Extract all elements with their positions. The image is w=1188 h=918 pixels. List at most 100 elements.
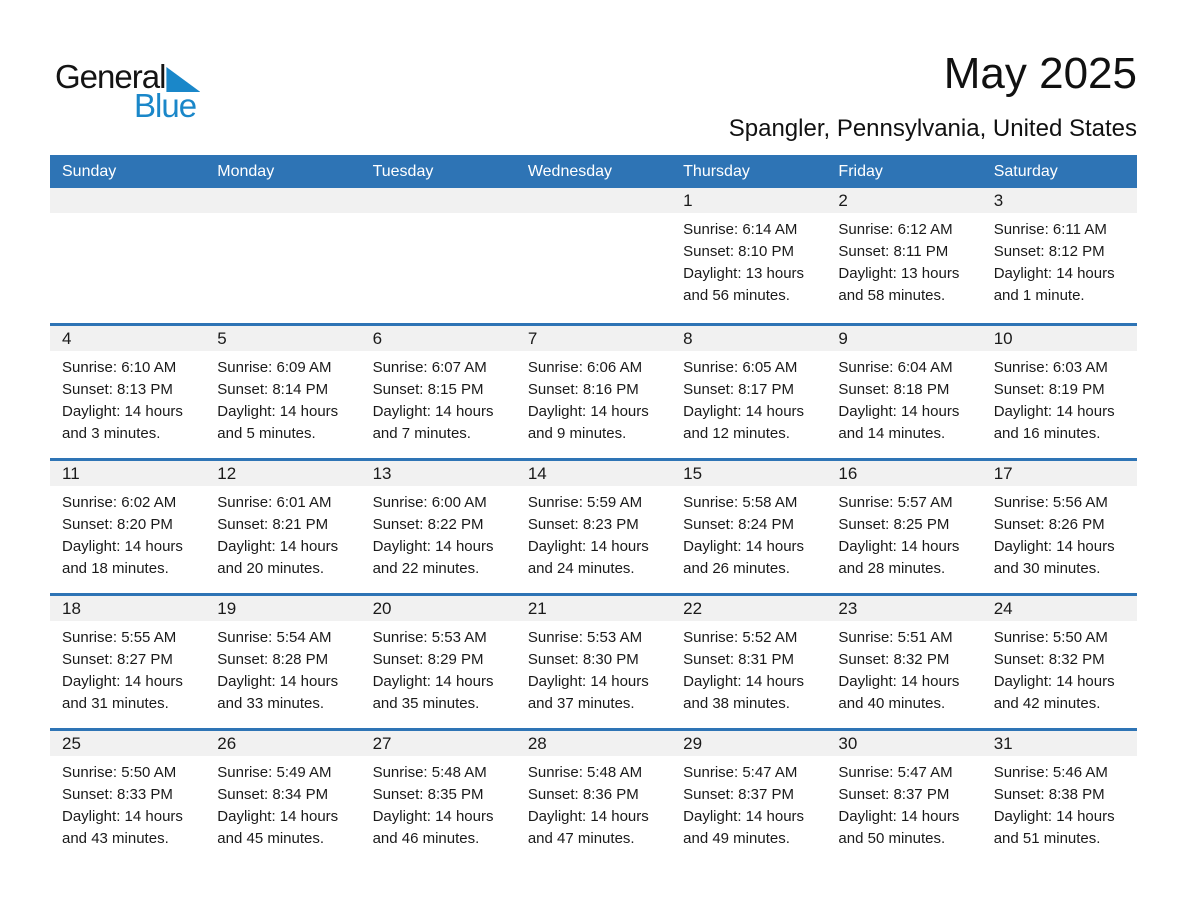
sunrise-text: Sunrise: 5:47 AM xyxy=(838,764,953,781)
sunrise-text: Sunrise: 6:10 AM xyxy=(62,359,177,376)
day-number: 22 xyxy=(671,596,827,621)
day-cell-19: 19 Sunrise: 5:54 AM Sunset: 8:28 PM Dayligh… xyxy=(205,596,361,728)
daylight-text-line2: and 18 minutes. xyxy=(62,560,169,577)
day-details: Sunrise: 5:58 AM Sunset: 8:24 PM Daylight:… xyxy=(671,486,826,580)
day-number: 19 xyxy=(205,596,361,621)
day-number: 20 xyxy=(360,596,516,621)
week-row-2: 4 Sunrise: 6:10 AM Sunset: 8:13 PM Daylight… xyxy=(50,323,1137,458)
day-details xyxy=(361,213,516,219)
sunrise-text: Sunrise: 5:48 AM xyxy=(372,764,487,781)
day-details: Sunrise: 5:55 AM Sunset: 8:27 PM Daylight:… xyxy=(50,621,205,715)
sunset-text: Sunset: 8:14 PM xyxy=(217,381,329,398)
daylight-text-line2: and 12 minutes. xyxy=(683,425,790,442)
day-details: Sunrise: 6:06 AM Sunset: 8:16 PM Daylight:… xyxy=(516,351,671,445)
daylight-text-line1: Daylight: 14 hours xyxy=(838,808,960,825)
day-number: 13 xyxy=(360,461,516,486)
day-details: Sunrise: 6:03 AM Sunset: 8:19 PM Daylight:… xyxy=(982,351,1137,445)
daylight-text-line1: Daylight: 14 hours xyxy=(993,538,1115,555)
sunrise-text: Sunrise: 5:48 AM xyxy=(527,764,643,781)
day-number: 11 xyxy=(50,461,206,486)
sunrise-text: Sunrise: 5:59 AM xyxy=(527,494,643,511)
sunset-text: Sunset: 8:24 PM xyxy=(683,516,795,533)
day-details: Sunrise: 5:47 AM Sunset: 8:37 PM Daylight:… xyxy=(826,756,981,850)
day-number xyxy=(50,188,206,213)
day-details: Sunrise: 6:11 AM Sunset: 8:12 PM Daylight:… xyxy=(982,213,1137,307)
day-number: 8 xyxy=(671,326,827,351)
sunrise-text: Sunrise: 5:56 AM xyxy=(993,494,1108,511)
day-number: 28 xyxy=(515,731,672,756)
daylight-text-line1: Daylight: 14 hours xyxy=(62,403,183,420)
day-details xyxy=(516,213,671,219)
day-details xyxy=(205,213,360,219)
daylight-text-line2: and 40 minutes. xyxy=(838,695,946,712)
sunset-text: Sunset: 8:31 PM xyxy=(683,651,795,668)
daylight-text-line2: and 38 minutes. xyxy=(683,695,790,712)
sunset-text: Sunset: 8:11 PM xyxy=(838,243,949,260)
daylight-text-line1: Daylight: 14 hours xyxy=(62,673,183,690)
day-cell-1: 1 Sunrise: 6:14 AM Sunset: 8:10 PM Daylight… xyxy=(671,188,827,323)
sunrise-text: Sunrise: 5:58 AM xyxy=(683,494,798,511)
sunset-text: Sunset: 8:38 PM xyxy=(993,786,1105,803)
sunset-text: Sunset: 8:33 PM xyxy=(62,786,173,803)
sunrise-text: Sunrise: 6:07 AM xyxy=(372,359,487,376)
daylight-text-line1: Daylight: 14 hours xyxy=(683,538,805,555)
day-cell-20: 20 Sunrise: 5:53 AM Sunset: 8:29 PM Dayligh… xyxy=(360,596,516,728)
sunrise-text: Sunrise: 6:05 AM xyxy=(683,359,798,376)
day-details: Sunrise: 5:51 AM Sunset: 8:32 PM Daylight:… xyxy=(826,621,981,715)
sunset-text: Sunset: 8:35 PM xyxy=(372,786,484,803)
weekday-header-sunday: Sunday xyxy=(62,162,117,180)
daylight-text-line1: Daylight: 14 hours xyxy=(372,403,494,420)
week-row-3: 11 Sunrise: 6:02 AM Sunset: 8:20 PM Dayligh… xyxy=(50,458,1137,593)
day-details: Sunrise: 5:53 AM Sunset: 8:30 PM Daylight:… xyxy=(516,621,671,715)
daylight-text-line2: and 5 minutes. xyxy=(217,425,316,442)
day-cell-29: 29 Sunrise: 5:47 AM Sunset: 8:37 PM Dayligh… xyxy=(671,731,827,863)
day-number: 25 xyxy=(50,731,206,756)
day-cell-30: 30 Sunrise: 5:47 AM Sunset: 8:37 PM Dayligh… xyxy=(826,731,982,863)
daylight-text-line2: and 26 minutes. xyxy=(683,560,790,577)
sunrise-text: Sunrise: 6:02 AM xyxy=(62,494,177,511)
day-number: 9 xyxy=(826,326,982,351)
day-number: 6 xyxy=(360,326,516,351)
daylight-text-line2: and 47 minutes. xyxy=(527,830,635,847)
sunrise-text: Sunrise: 5:46 AM xyxy=(993,764,1108,781)
day-details: Sunrise: 6:07 AM Sunset: 8:15 PM Daylight:… xyxy=(361,351,516,445)
day-cell-3: 3 Sunrise: 6:11 AM Sunset: 8:12 PM Daylight… xyxy=(981,188,1137,323)
day-cell-11: 11 Sunrise: 6:02 AM Sunset: 8:20 PM Dayligh… xyxy=(50,461,206,593)
weekday-header-wednesday: Wednesday xyxy=(527,162,613,180)
daylight-text-line1: Daylight: 14 hours xyxy=(838,403,960,420)
day-details: Sunrise: 6:02 AM Sunset: 8:20 PM Daylight:… xyxy=(50,486,205,580)
day-details: Sunrise: 5:47 AM Sunset: 8:37 PM Daylight:… xyxy=(671,756,826,850)
sunrise-text: Sunrise: 5:50 AM xyxy=(62,764,177,781)
day-cell-26: 26 Sunrise: 5:49 AM Sunset: 8:34 PM Dayligh… xyxy=(205,731,361,863)
day-details: Sunrise: 5:46 AM Sunset: 8:38 PM Daylight:… xyxy=(982,756,1137,850)
daylight-text-line2: and 46 minutes. xyxy=(372,830,480,847)
sunset-text: Sunset: 8:25 PM xyxy=(838,516,950,533)
day-details: Sunrise: 6:05 AM Sunset: 8:17 PM Daylight:… xyxy=(671,351,826,445)
calendar-grid: 1 Sunrise: 6:14 AM Sunset: 8:10 PM Daylight… xyxy=(50,188,1137,863)
day-details: Sunrise: 6:09 AM Sunset: 8:14 PM Daylight:… xyxy=(205,351,360,445)
daylight-text-line2: and 24 minutes. xyxy=(527,560,635,577)
day-number: 18 xyxy=(50,596,206,621)
daylight-text-line2: and 37 minutes. xyxy=(527,695,635,712)
day-number: 4 xyxy=(50,326,206,351)
daylight-text-line1: Daylight: 14 hours xyxy=(62,538,183,555)
sunset-text: Sunset: 8:37 PM xyxy=(683,786,795,803)
day-number: 16 xyxy=(826,461,982,486)
sunset-text: Sunset: 8:23 PM xyxy=(527,516,639,533)
day-details: Sunrise: 5:54 AM Sunset: 8:28 PM Daylight:… xyxy=(205,621,360,715)
daylight-text-line2: and 1 minute. xyxy=(993,287,1085,304)
day-cell-23: 23 Sunrise: 5:51 AM Sunset: 8:32 PM Dayligh… xyxy=(826,596,982,728)
daylight-text-line1: Daylight: 14 hours xyxy=(217,538,339,555)
day-cell-empty xyxy=(515,188,672,323)
day-cell-17: 17 Sunrise: 5:56 AM Sunset: 8:26 PM Dayligh… xyxy=(981,461,1137,593)
day-cell-25: 25 Sunrise: 5:50 AM Sunset: 8:33 PM Dayligh… xyxy=(50,731,206,863)
day-details: Sunrise: 5:52 AM Sunset: 8:31 PM Daylight:… xyxy=(671,621,826,715)
day-details: Sunrise: 5:50 AM Sunset: 8:32 PM Daylight:… xyxy=(982,621,1137,715)
daylight-text-line2: and 35 minutes. xyxy=(372,695,480,712)
day-details: Sunrise: 5:48 AM Sunset: 8:36 PM Daylight:… xyxy=(516,756,671,850)
day-number: 31 xyxy=(981,731,1137,756)
day-cell-12: 12 Sunrise: 6:01 AM Sunset: 8:21 PM Dayligh… xyxy=(205,461,361,593)
day-cell-14: 14 Sunrise: 5:59 AM Sunset: 8:23 PM Dayligh… xyxy=(515,461,672,593)
sunset-text: Sunset: 8:34 PM xyxy=(217,786,329,803)
